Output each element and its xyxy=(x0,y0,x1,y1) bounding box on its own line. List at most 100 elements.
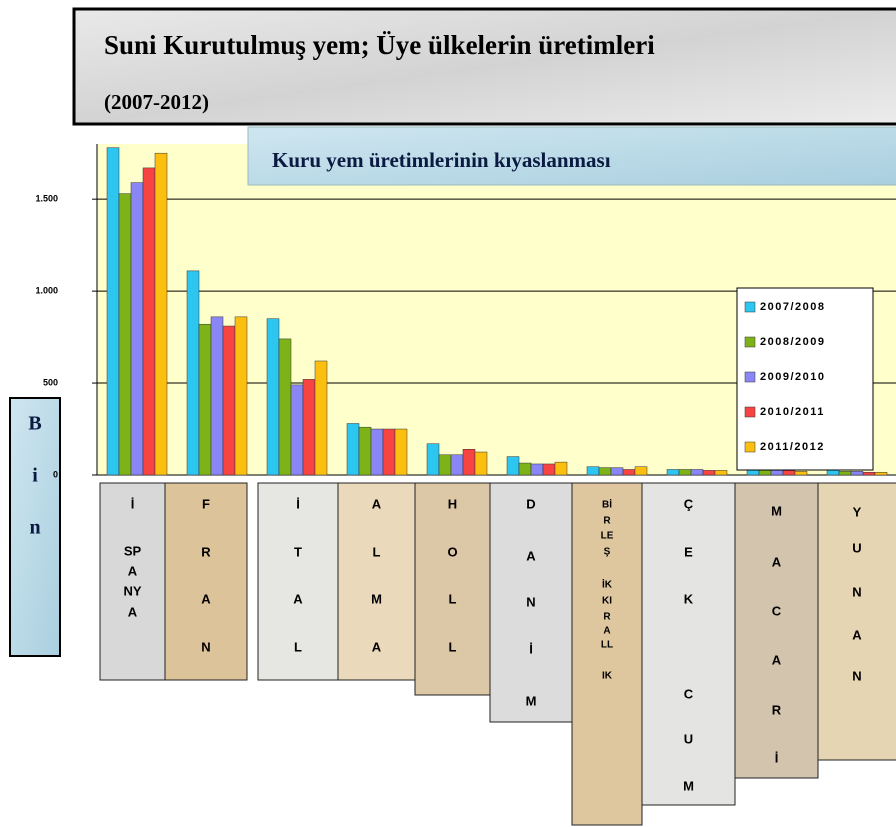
legend-label: 2009/2010 xyxy=(760,371,826,383)
x-tick-label: LL xyxy=(601,640,613,651)
x-tick-label: A xyxy=(603,626,610,637)
x-tick-label: N xyxy=(852,668,861,683)
x-tick-label: R xyxy=(603,516,611,527)
bar xyxy=(598,467,612,476)
title: Suni Kurutulmuş yem; Üye ülkelerin üreti… xyxy=(104,30,655,60)
bar xyxy=(438,454,452,476)
x-tick-label: A xyxy=(128,604,138,619)
x-tick-label: Y xyxy=(853,504,862,519)
y-tick-label: 500 xyxy=(43,377,58,387)
x-tick-label: Ş xyxy=(604,547,611,558)
y-label-box xyxy=(9,397,61,657)
bar xyxy=(394,428,408,476)
legend-swatch xyxy=(744,441,756,453)
bar xyxy=(690,469,704,476)
y-tick-label: 1.000 xyxy=(35,285,58,295)
x-tick-label: İK xyxy=(602,578,613,591)
bar xyxy=(678,469,692,476)
legend-box xyxy=(736,287,874,471)
bar xyxy=(370,428,384,476)
legend-swatch xyxy=(744,301,756,313)
x-tick-label: E xyxy=(684,544,693,559)
chart-title: Kuru yem üretimlerinin kıyaslanması xyxy=(272,148,611,172)
legend-label: 2008/2009 xyxy=(760,336,826,348)
x-tick-label: N xyxy=(852,584,861,599)
bar xyxy=(106,147,120,476)
x-tick-label: K xyxy=(684,591,694,606)
category-box xyxy=(414,482,491,696)
x-tick-label: A xyxy=(852,627,862,642)
category-box xyxy=(817,482,896,761)
bar xyxy=(222,325,236,476)
bar xyxy=(506,456,520,476)
x-tick-label: A xyxy=(372,639,382,654)
legend-swatch xyxy=(744,406,756,418)
x-tick-label: KI xyxy=(602,596,612,607)
bar xyxy=(278,338,292,476)
x-tick-label: C xyxy=(684,686,694,701)
y-label: i xyxy=(32,465,38,487)
bar xyxy=(634,466,648,476)
x-tick-label: M xyxy=(771,503,782,518)
x-tick-label: A xyxy=(293,591,303,606)
category-box xyxy=(99,482,166,681)
bar xyxy=(462,449,476,476)
bar xyxy=(542,463,556,476)
bar xyxy=(554,461,568,476)
x-tick-label: R xyxy=(603,612,611,623)
bar xyxy=(862,471,876,476)
bar xyxy=(622,469,636,476)
x-tick-label: N xyxy=(201,639,210,654)
y-tick-label: 1.500 xyxy=(35,194,58,204)
category-box xyxy=(164,482,248,681)
bar xyxy=(838,471,852,476)
bar xyxy=(450,454,464,476)
bar xyxy=(358,426,372,476)
legend-swatch xyxy=(744,336,756,348)
bar xyxy=(130,182,144,476)
x-tick-label: A xyxy=(128,563,138,578)
category-box xyxy=(641,482,736,806)
bar xyxy=(794,471,808,476)
x-tick-label: İ xyxy=(529,641,533,656)
subtitle: (2007-2012) xyxy=(104,90,209,114)
chart-title-box xyxy=(247,126,896,186)
x-tick-label: U xyxy=(684,731,693,746)
header-box xyxy=(72,7,896,126)
x-tick-label: A xyxy=(201,591,211,606)
x-tick-label: L xyxy=(449,639,457,654)
bar xyxy=(666,469,680,476)
x-tick-label: T xyxy=(294,544,302,559)
x-tick-label: SP xyxy=(124,543,142,558)
bar xyxy=(530,463,544,476)
bar xyxy=(586,466,600,476)
bar xyxy=(118,193,132,476)
x-tick-label: A xyxy=(372,496,382,511)
x-tick-label: M xyxy=(683,778,694,793)
bar xyxy=(702,470,716,476)
x-tick-label: H xyxy=(448,496,457,511)
bar xyxy=(874,471,888,476)
x-tick-label: M xyxy=(526,693,537,708)
x-tick-label: D xyxy=(526,496,535,511)
bar xyxy=(610,467,624,476)
legend-label: 2011/2012 xyxy=(760,441,825,453)
bar xyxy=(234,316,248,476)
bar xyxy=(266,318,280,476)
bar xyxy=(154,152,168,476)
bar xyxy=(302,379,316,476)
bar xyxy=(518,462,532,476)
x-tick-label: İ xyxy=(775,750,779,765)
bar xyxy=(346,423,360,476)
x-tick-label: NY xyxy=(123,583,141,598)
x-tick-label: C xyxy=(772,603,782,618)
x-tick-label: U xyxy=(852,540,861,555)
bar xyxy=(290,384,304,476)
x-tick-label: Ç xyxy=(684,496,694,511)
y-label: n xyxy=(29,517,40,539)
x-tick-label: A xyxy=(526,548,536,563)
legend-swatch xyxy=(744,371,756,383)
bar xyxy=(198,323,212,476)
bar xyxy=(382,428,396,476)
